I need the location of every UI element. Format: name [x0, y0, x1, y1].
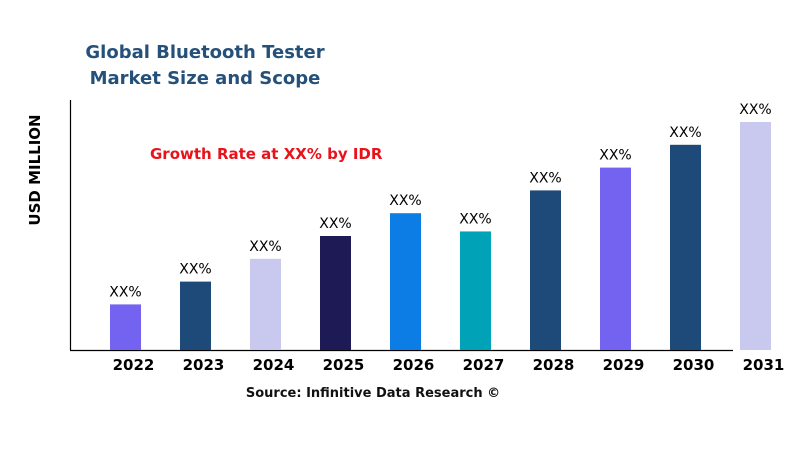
source-note: Source: Infinitive Data Research © [245, 386, 501, 401]
bar-2028 [530, 190, 561, 350]
chart-title: Global Bluetooth Tester Market Size and … [70, 40, 340, 92]
x-tick-label-2030: 2030 [673, 356, 715, 374]
bar-2026 [390, 213, 421, 350]
x-tick-label-2023: 2023 [183, 356, 225, 374]
x-tick-label-2029: 2029 [603, 356, 645, 374]
x-tick-label-2022: 2022 [113, 356, 155, 374]
bar-2025 [320, 236, 351, 350]
bar-2029 [600, 167, 631, 350]
x-tick-label-2026: 2026 [393, 356, 435, 374]
data-label-2026: XX% [389, 193, 421, 209]
data-label-2027: XX% [459, 211, 491, 227]
bar-2030 [670, 144, 701, 350]
bar-2024 [250, 258, 281, 350]
data-label-2023: XX% [179, 262, 211, 278]
data-label-2028: XX% [529, 170, 561, 186]
data-label-2031: XX% [739, 102, 771, 118]
x-tick-label-2024: 2024 [253, 356, 295, 374]
chart-title-line-1: Global Bluetooth Tester [85, 42, 325, 63]
data-label-2022: XX% [109, 284, 141, 300]
data-label-2030: XX% [669, 125, 701, 141]
bar-2031 [740, 122, 771, 350]
growth-rate-annotation: Growth Rate at XX% by IDR [150, 145, 383, 163]
bar-2022 [110, 304, 141, 350]
data-label-2029: XX% [599, 148, 631, 164]
data-label-2025: XX% [319, 216, 351, 232]
chart-title-line-2: Market Size and Scope [89, 68, 321, 89]
bar-2023 [180, 281, 211, 350]
x-tick-label-2025: 2025 [323, 356, 365, 374]
x-tick-label-2031: 2031 [743, 356, 785, 374]
bar-2027 [460, 231, 491, 350]
data-label-2024: XX% [249, 239, 281, 255]
x-tick-label-2028: 2028 [533, 356, 575, 374]
x-tick-label-2027: 2027 [463, 356, 505, 374]
